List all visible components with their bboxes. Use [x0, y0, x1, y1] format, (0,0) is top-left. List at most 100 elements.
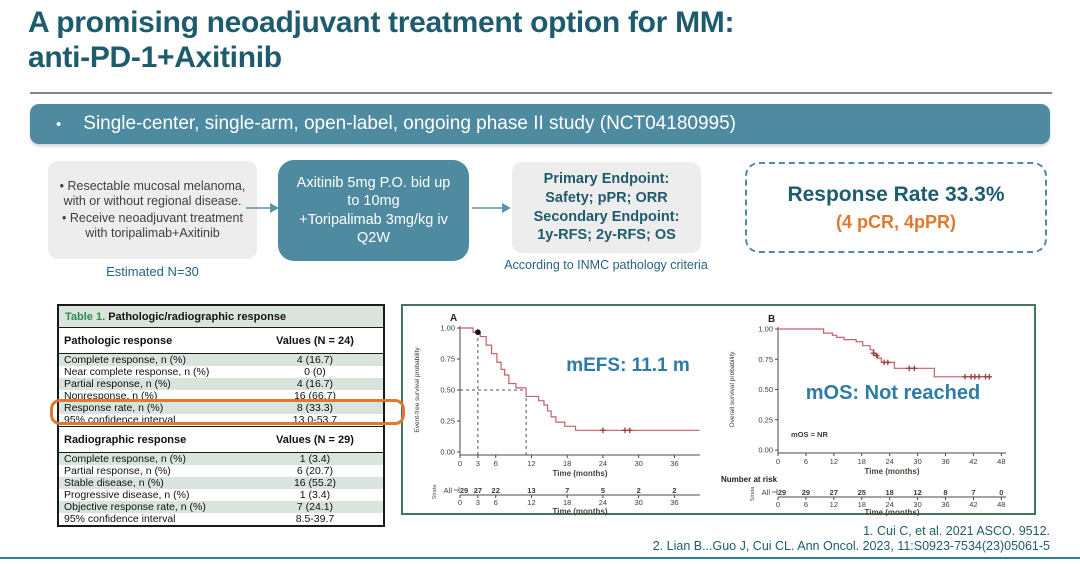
svg-text:30: 30: [634, 498, 642, 507]
svg-text:36: 36: [670, 459, 678, 468]
svg-text:All: All: [444, 486, 453, 495]
svg-text:12: 12: [830, 457, 838, 466]
svg-text:22: 22: [492, 486, 500, 495]
svg-text:B: B: [768, 314, 775, 325]
endpoints-box: Primary Endpoint: Safety; pPR; ORR Secon…: [512, 162, 701, 253]
estimated-n-caption: Estimated N=30: [106, 264, 199, 279]
svg-text:13: 13: [527, 486, 535, 495]
svg-text:0: 0: [999, 488, 1003, 497]
svg-text:3: 3: [476, 498, 480, 507]
svg-text:18: 18: [563, 459, 571, 468]
svg-text:1.00: 1.00: [758, 325, 773, 334]
svg-text:0: 0: [776, 457, 780, 466]
table-row: Stable disease, n (%) 16 (55.2): [59, 477, 383, 489]
pathology-criteria-caption: According to INMC pathology criteria: [504, 258, 708, 272]
svg-text:27: 27: [474, 486, 482, 495]
table-section-header: Pathologic response Values (N = 24): [59, 328, 383, 354]
svg-text:18: 18: [886, 488, 894, 497]
response-table: Table 1. Pathologic/radiographic respons…: [57, 304, 385, 527]
svg-text:5: 5: [601, 486, 605, 495]
svg-text:29: 29: [802, 488, 810, 497]
svg-text:0: 0: [776, 500, 780, 509]
svg-text:18: 18: [858, 457, 866, 466]
reference-line: 2. Lian B...Guo J, Cui CL. Ann Oncol. 20…: [652, 539, 1050, 553]
page-title: A promising neoadjuvant treatment option…: [28, 6, 735, 74]
eligibility-box: Resectable mucosal melanoma, with or wit…: [48, 161, 257, 259]
svg-text:mOS = NR: mOS = NR: [791, 430, 828, 439]
svg-text:29: 29: [778, 488, 786, 497]
table-row: Progressive disease, n (%) 1 (3.4): [64, 489, 331, 501]
svg-text:6: 6: [804, 457, 808, 466]
table-row: Partial response, n (%) 6 (20.7): [64, 465, 334, 477]
svg-text:6: 6: [804, 500, 808, 509]
svg-text:48: 48: [997, 457, 1005, 466]
svg-text:42: 42: [969, 500, 977, 509]
svg-text:Event-free survival probabilit: Event-free survival probability: [414, 347, 421, 433]
svg-text:6: 6: [494, 498, 498, 507]
response-rate-value: Response Rate 33.3%: [787, 182, 1005, 206]
svg-text:Time (months): Time (months): [553, 469, 608, 478]
svg-text:18: 18: [858, 500, 866, 509]
bottom-divider: [0, 557, 1080, 559]
study-banner-text: Single-center, single-arm, open-label, o…: [83, 113, 736, 134]
svg-text:42: 42: [969, 457, 977, 466]
svg-text:12: 12: [830, 500, 838, 509]
eligibility-item: Resectable mucosal melanoma, with or wit…: [58, 179, 247, 210]
title-divider: [30, 92, 1052, 94]
svg-text:Time (months): Time (months): [865, 508, 920, 516]
svg-text:12: 12: [527, 498, 535, 507]
table-row: Complete response, n (%) 1 (3.4): [59, 453, 383, 465]
svg-text:2: 2: [637, 486, 641, 495]
table-row: Partial response, n (%) 4 (16.7): [59, 378, 383, 390]
svg-text:0.25: 0.25: [440, 417, 455, 426]
eligibility-item: Receive neoadjuvant treatment with torip…: [58, 211, 247, 242]
km-chart-os: B 0.00 0.25 0.50 0.75 1.00 0 6 12 18 24 30 36 42 48 Tim…: [721, 314, 1006, 516]
svg-text:0.00: 0.00: [758, 446, 773, 455]
table-row: Near complete response, n (%) 0 (0): [64, 366, 326, 378]
svg-text:30: 30: [913, 457, 921, 466]
svg-text:12: 12: [913, 488, 921, 497]
svg-text:0.75: 0.75: [440, 355, 455, 364]
table-row: Complete response, n (%) 4 (16.7): [59, 354, 383, 366]
svg-text:24: 24: [886, 457, 894, 466]
svg-text:1.00: 1.00: [440, 324, 455, 333]
svg-text:Number at risk: Number at risk: [721, 475, 778, 484]
table-row: 95% confidence interval 8.5-39.7: [64, 513, 335, 525]
svg-text:3: 3: [476, 459, 480, 468]
svg-text:36: 36: [941, 457, 949, 466]
references: 1. Cui C, et al. 2021 ASCO. 9512. 2. Lia…: [653, 524, 1050, 554]
svg-text:Overall survival probability: Overall survival probability: [729, 351, 736, 428]
svg-text:48: 48: [997, 500, 1005, 509]
svg-text:27: 27: [830, 488, 838, 497]
svg-text:7: 7: [971, 488, 975, 497]
table-title: Table 1. Pathologic/radiographic respons…: [59, 306, 383, 328]
table-section-header: Radiographic response Values (N = 29): [59, 426, 383, 453]
svg-text:25: 25: [858, 488, 866, 497]
km-plots-panel: A 0.00 0.25 0.50 0.75 1.00 0 3 6 12 18 24 30 36 Time (…: [401, 304, 1036, 516]
svg-text:8: 8: [943, 488, 947, 497]
svg-text:0.00: 0.00: [440, 448, 455, 457]
svg-text:36: 36: [941, 500, 949, 509]
svg-text:Time (months): Time (months): [865, 467, 920, 476]
svg-text:mOS: Not reached: mOS: Not reached: [806, 382, 980, 404]
study-banner: • Single-center, single-arm, open-label,…: [30, 104, 1050, 144]
reference-line: 1. Cui C, et al. 2021 ASCO. 9512.: [863, 524, 1050, 538]
svg-text:36: 36: [670, 498, 678, 507]
svg-text:0.50: 0.50: [758, 385, 773, 394]
flow-arrow-icon: [472, 203, 511, 213]
svg-text:2: 2: [672, 486, 676, 495]
svg-text:All: All: [762, 488, 771, 497]
svg-text:Strata: Strata: [432, 484, 438, 500]
svg-text:0: 0: [458, 498, 462, 507]
svg-text:Strata: Strata: [750, 486, 756, 502]
svg-text:6: 6: [494, 459, 498, 468]
svg-text:30: 30: [634, 459, 642, 468]
svg-text:18: 18: [563, 498, 571, 507]
flow-arrow-icon: [246, 203, 279, 213]
svg-text:A: A: [450, 313, 457, 324]
svg-text:24: 24: [886, 500, 894, 509]
svg-text:0.75: 0.75: [758, 355, 773, 364]
response-rate-highlight: [50, 399, 405, 425]
